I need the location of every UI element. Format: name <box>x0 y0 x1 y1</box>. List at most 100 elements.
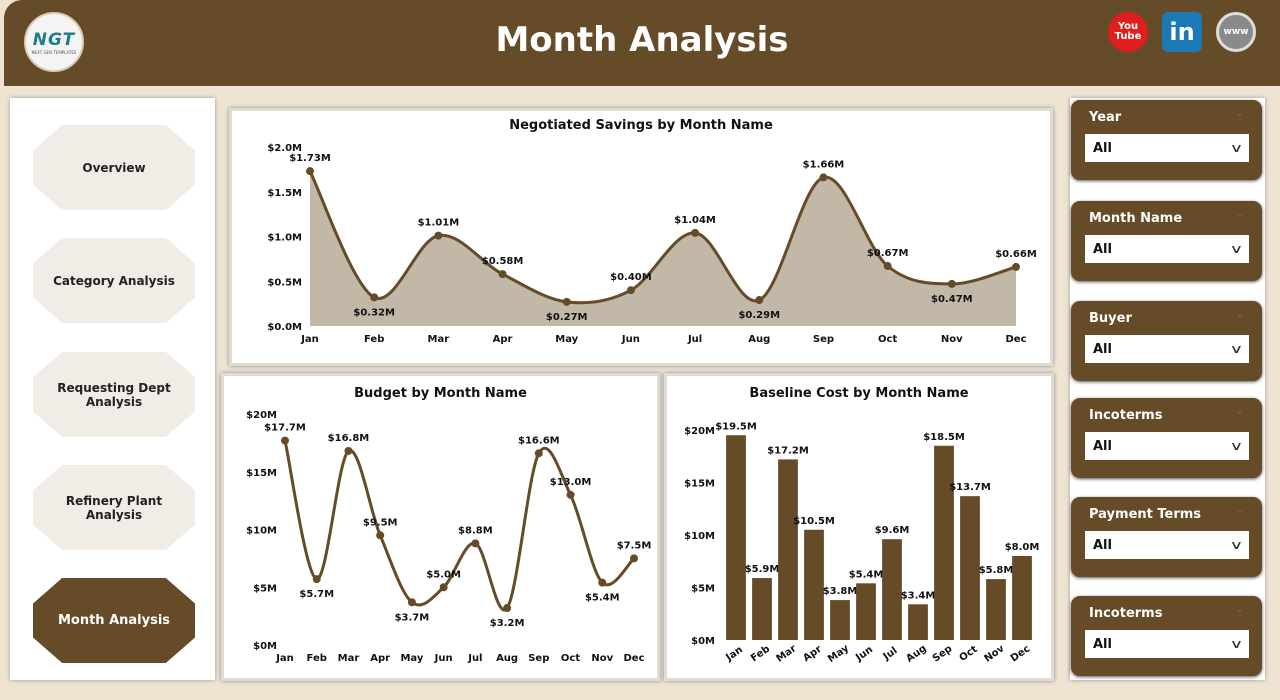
data-point <box>407 598 416 607</box>
month-name-filter: Month Name ⌄ All ∨ <box>1071 201 1262 281</box>
payment-terms-filter: Payment Terms ⌄ All ∨ <box>1071 497 1262 577</box>
bar <box>856 583 876 640</box>
nav-overview-button[interactable]: Overview <box>33 125 195 210</box>
data-label: $0.29M <box>738 310 780 321</box>
data-point <box>598 578 607 587</box>
y-tick-label: $1.5M <box>267 188 302 199</box>
chevron-down-icon[interactable]: ⌄ <box>1235 309 1244 320</box>
chevron-down-icon[interactable]: ⌄ <box>1235 505 1244 516</box>
buyer-filter: Buyer ⌄ All ∨ <box>1071 301 1262 381</box>
payment-terms-dropdown[interactable]: All ∨ <box>1085 531 1249 559</box>
data-label: $9.5M <box>363 517 398 528</box>
website-icon[interactable]: www <box>1216 12 1256 52</box>
data-point <box>626 286 635 295</box>
data-point <box>370 293 379 302</box>
data-label: $8.0M <box>1005 542 1040 553</box>
y-tick-label: $5M <box>253 583 277 594</box>
ngt-logo: NGT NEXT GEN TEMPLATES <box>24 12 84 72</box>
data-point <box>503 604 512 613</box>
data-label: $1.66M <box>803 159 845 170</box>
chevron-down-icon: ∨ <box>1229 439 1244 453</box>
bar <box>986 579 1006 640</box>
header: NGT NEXT GEN TEMPLATES Month Analysis <box>4 0 1280 86</box>
data-label: $17.2M <box>767 445 809 456</box>
data-point <box>562 297 571 306</box>
incoterms-dropdown[interactable]: All ∨ <box>1085 432 1249 460</box>
data-label: $3.7M <box>395 612 430 623</box>
x-tick-label: May <box>555 334 578 345</box>
incoterms-filter: Incoterms ⌄ All ∨ <box>1071 398 1262 478</box>
x-tick-label: Jun <box>853 644 875 664</box>
buyer-dropdown[interactable]: All ∨ <box>1085 335 1249 363</box>
chart-title: Negotiated Savings by Month Name <box>509 118 773 133</box>
x-tick-label: Dec <box>1005 334 1026 345</box>
x-tick-label: Mar <box>775 643 799 664</box>
x-tick-label: Sep <box>813 334 834 345</box>
incoterms-filter-2: Incoterms ⌄ All ∨ <box>1071 596 1262 676</box>
data-label: $5.8M <box>979 565 1014 576</box>
data-point <box>344 446 353 455</box>
data-label: $0.47M <box>931 294 973 305</box>
data-point <box>630 554 638 563</box>
data-label: $0.32M <box>353 307 395 318</box>
chart-title: Budget by Month Name <box>354 386 527 401</box>
nav-category-analysis-button[interactable]: Category Analysis <box>33 238 195 323</box>
data-label: $7.5M <box>617 540 652 551</box>
nav-refinery-plant-button[interactable]: Refinery Plant Analysis <box>33 465 195 550</box>
data-label: $0.67M <box>867 248 909 259</box>
budget-chart: Budget by Month Name $0M $5M $10M $15M $20M $… <box>221 373 660 681</box>
data-label: $0.27M <box>546 312 588 323</box>
x-tick-label: Mar <box>428 334 450 345</box>
x-tick-label: Oct <box>878 334 897 345</box>
x-tick-label: Jan <box>723 644 745 664</box>
chevron-down-icon[interactable]: ⌄ <box>1235 108 1244 119</box>
x-tick-label: Feb <box>364 334 384 345</box>
data-label: $17.7M <box>264 423 306 434</box>
x-tick-label: Sep <box>528 653 549 664</box>
x-tick-label: Jun <box>434 653 453 664</box>
y-tick-label: $2.0M <box>267 143 302 154</box>
data-label: $0.58M <box>482 256 524 267</box>
data-label: $3.4M <box>901 590 936 601</box>
data-label: $19.5M <box>715 421 757 432</box>
x-tick-label: Nov <box>982 643 1007 665</box>
incoterms-dropdown-2[interactable]: All ∨ <box>1085 630 1249 658</box>
x-tick-label: Apr <box>801 644 824 664</box>
x-tick-label: Nov <box>941 334 963 345</box>
data-point <box>755 296 764 305</box>
bar <box>934 445 954 640</box>
y-tick-label: $1.0M <box>267 233 302 244</box>
x-tick-label: Apr <box>370 653 390 664</box>
data-label: $13.0M <box>550 477 592 488</box>
data-point <box>281 436 289 445</box>
nav-month-analysis-button[interactable]: Month Analysis <box>33 578 195 663</box>
bar <box>1012 556 1032 640</box>
data-label: $0.66M <box>995 249 1037 260</box>
data-point <box>376 531 385 540</box>
data-point <box>306 167 314 176</box>
y-tick-label: $20M <box>246 410 277 421</box>
year-dropdown[interactable]: All ∨ <box>1085 134 1249 162</box>
nav-requesting-dept-button[interactable]: Requesting Dept Analysis <box>33 352 195 437</box>
chevron-down-icon[interactable]: ⌄ <box>1235 604 1244 615</box>
data-label: $5.4M <box>585 593 620 604</box>
x-tick-label: Jan <box>275 653 294 664</box>
chevron-down-icon[interactable]: ⌄ <box>1235 209 1244 220</box>
x-tick-label: Jul <box>467 653 482 664</box>
data-label: $1.01M <box>418 218 460 229</box>
data-label: $3.8M <box>823 586 858 597</box>
bar <box>960 496 980 640</box>
chart-title: Baseline Cost by Month Name <box>749 386 969 401</box>
data-label: $0.40M <box>610 272 652 283</box>
linkedin-icon[interactable]: in <box>1162 12 1202 52</box>
bar <box>752 578 772 640</box>
month-name-dropdown[interactable]: All ∨ <box>1085 235 1249 263</box>
data-point <box>471 539 480 548</box>
x-tick-label: Oct <box>561 653 580 664</box>
x-tick-label: Jul <box>687 334 702 345</box>
filter-panel: Year ⌄ All ∨ Month Name ⌄ All ∨ Buyer ⌄ All ∨ Inc… <box>1070 98 1265 680</box>
youtube-icon[interactable]: You Tube <box>1108 12 1148 52</box>
x-tick-label: Jun <box>621 334 640 345</box>
y-tick-label: $0.5M <box>267 277 302 288</box>
chevron-down-icon[interactable]: ⌄ <box>1235 406 1244 417</box>
